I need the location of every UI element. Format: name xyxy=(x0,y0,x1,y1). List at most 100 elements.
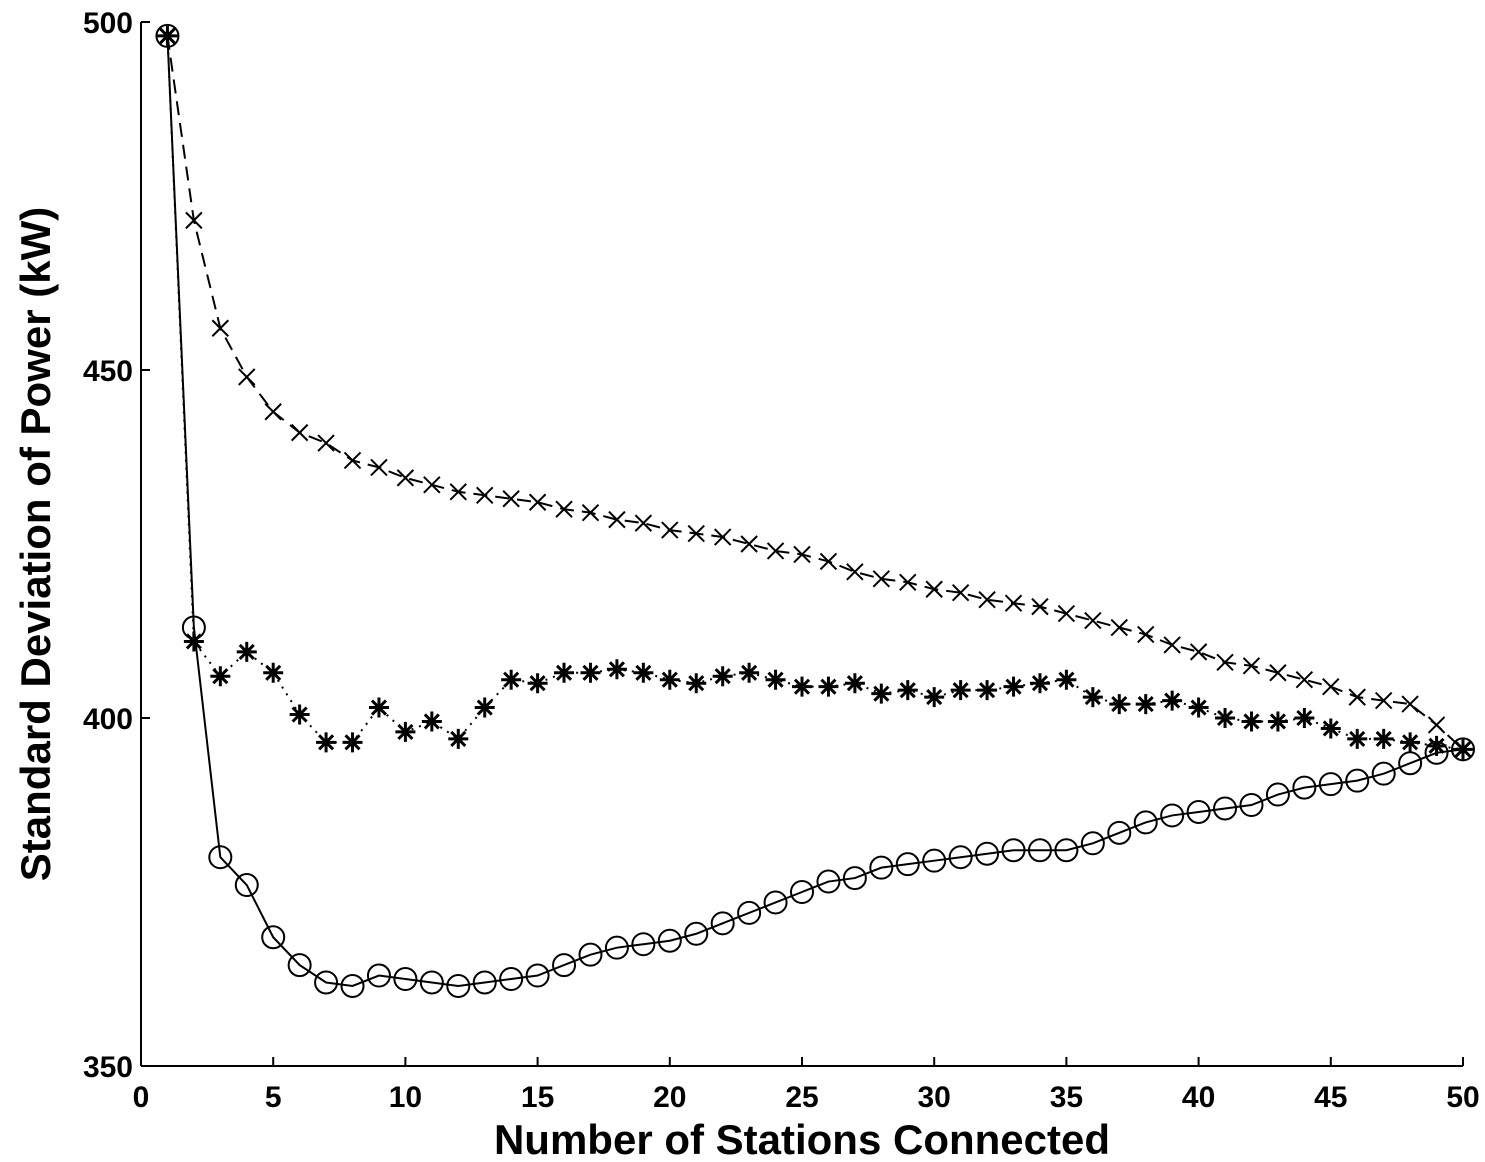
data-point xyxy=(1189,643,1208,661)
data-point xyxy=(1347,728,1368,749)
data-point xyxy=(793,545,811,564)
series-layer xyxy=(155,23,1475,998)
data-point xyxy=(552,953,577,978)
data-point xyxy=(1318,772,1343,797)
data-point xyxy=(1345,768,1370,793)
data-point xyxy=(713,528,732,546)
data-point xyxy=(366,963,391,988)
data-point xyxy=(263,662,284,683)
data-point xyxy=(1322,677,1340,696)
data-point xyxy=(449,483,467,501)
data-point xyxy=(502,490,520,508)
data-point xyxy=(316,732,337,753)
data-point xyxy=(210,666,231,687)
data-point xyxy=(792,676,812,697)
data-point xyxy=(1216,653,1234,672)
data-point xyxy=(155,23,180,48)
data-point xyxy=(604,935,629,960)
data-point xyxy=(343,451,362,470)
data-point xyxy=(236,641,257,662)
data-point xyxy=(1107,820,1132,845)
data-point xyxy=(423,476,441,494)
data-point xyxy=(1239,793,1264,817)
data-point xyxy=(1294,708,1315,728)
data-point xyxy=(951,584,970,602)
data-point xyxy=(816,869,841,894)
data-point xyxy=(287,953,312,978)
data-point xyxy=(290,423,309,442)
data-point xyxy=(978,590,996,609)
data-point xyxy=(555,500,573,518)
y-axis-title: Standard Deviation of Power (kW) xyxy=(12,207,59,881)
data-point xyxy=(185,211,203,230)
data-point xyxy=(977,680,998,701)
series-line xyxy=(166,35,1464,751)
y-tick-label: 500 xyxy=(83,7,133,40)
data-point xyxy=(1135,694,1156,715)
data-point xyxy=(1162,690,1183,711)
data-point xyxy=(608,510,626,529)
data-point xyxy=(1426,735,1447,756)
series-line xyxy=(166,35,1464,751)
data-point xyxy=(687,524,705,543)
data-point xyxy=(581,503,600,522)
series-circle xyxy=(155,23,1475,998)
data-point xyxy=(631,932,656,957)
data-point xyxy=(1003,676,1024,697)
data-point xyxy=(922,848,947,873)
data-point xyxy=(1160,803,1185,828)
data-point xyxy=(634,514,653,532)
data-point xyxy=(314,970,339,995)
data-point xyxy=(766,542,785,560)
x-tick-label: 15 xyxy=(521,1081,554,1114)
data-point xyxy=(208,845,233,870)
x-tick-label: 20 xyxy=(653,1081,686,1114)
data-point xyxy=(421,711,442,732)
data-point xyxy=(1269,664,1287,682)
x-tick-label: 10 xyxy=(389,1081,422,1114)
data-point xyxy=(948,845,973,870)
data-point xyxy=(238,368,256,386)
data-point xyxy=(393,967,418,991)
data-point xyxy=(525,963,550,988)
data-point xyxy=(261,925,286,950)
data-point xyxy=(317,434,335,452)
data-point xyxy=(289,704,310,725)
data-point xyxy=(1215,708,1236,728)
data-point xyxy=(419,970,444,995)
data-point xyxy=(396,469,415,487)
data-point xyxy=(499,967,524,991)
data-point xyxy=(1320,718,1341,739)
data-point xyxy=(1398,751,1423,776)
data-point xyxy=(1188,697,1209,718)
data-point xyxy=(1427,716,1446,734)
data-point xyxy=(657,928,682,953)
series-line xyxy=(166,35,1464,987)
data-point xyxy=(472,970,497,995)
y-tick-label: 350 xyxy=(83,1051,133,1084)
data-point xyxy=(1004,594,1023,612)
data-point xyxy=(501,669,522,690)
data-point xyxy=(1084,611,1102,630)
data-point xyxy=(1133,810,1158,835)
data-point xyxy=(578,942,603,967)
data-point xyxy=(527,673,548,694)
data-point xyxy=(872,570,891,588)
data-point xyxy=(710,911,735,936)
data-point xyxy=(895,852,920,877)
data-point xyxy=(975,841,1000,866)
data-point xyxy=(1401,695,1419,713)
y-tick-label: 450 xyxy=(83,355,133,388)
data-point xyxy=(1373,728,1394,749)
data-point xyxy=(1292,775,1317,800)
axes xyxy=(140,22,1463,1067)
data-point xyxy=(448,728,469,749)
x-tick-label: 30 xyxy=(918,1081,951,1114)
data-point xyxy=(528,493,547,511)
data-point xyxy=(1265,782,1290,807)
data-point xyxy=(1400,732,1421,753)
data-point xyxy=(712,666,733,687)
data-point xyxy=(1110,618,1128,637)
data-point xyxy=(1082,687,1103,708)
